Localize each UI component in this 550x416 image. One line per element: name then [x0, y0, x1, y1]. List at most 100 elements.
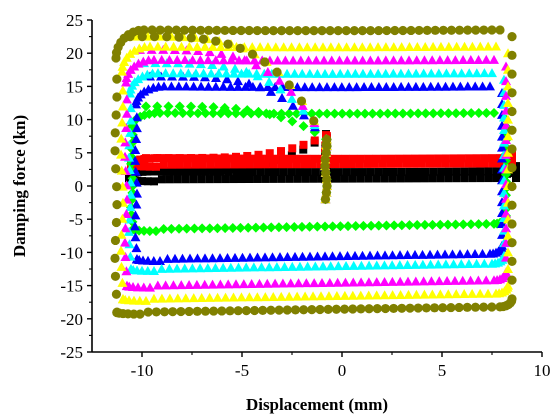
- data-point: [390, 25, 400, 36]
- data-point: [110, 271, 121, 281]
- data-point: [364, 304, 374, 314]
- data-point: [230, 63, 240, 73]
- data-point: [206, 68, 217, 78]
- data-point: [317, 174, 326, 183]
- data-point: [185, 253, 195, 263]
- data-point: [296, 221, 307, 232]
- data-point: [344, 82, 355, 92]
- data-point: [233, 76, 243, 86]
- data-point: [413, 167, 422, 176]
- data-point: [230, 252, 240, 262]
- data-point: [398, 25, 408, 36]
- data-point: [196, 293, 207, 303]
- data-point: [150, 177, 158, 186]
- data-point: [477, 248, 488, 258]
- data-point: [228, 25, 238, 36]
- data-point: [276, 291, 287, 301]
- data-point: [410, 81, 421, 91]
- data-point: [417, 249, 428, 259]
- data-point: [272, 55, 283, 65]
- data-point: [473, 275, 484, 285]
- data-point: [412, 42, 423, 52]
- data-point: [370, 159, 379, 168]
- data-point: [475, 41, 486, 51]
- data-point: [442, 55, 453, 65]
- data-point: [333, 261, 344, 271]
- data-point: [254, 278, 265, 288]
- data-point: [191, 279, 202, 289]
- data-point: [348, 304, 358, 314]
- data-point: [302, 42, 313, 52]
- data-point: [332, 277, 343, 287]
- data-point: [322, 174, 332, 184]
- data-point: [348, 277, 359, 287]
- data-point: [434, 55, 445, 65]
- data-point: [184, 306, 194, 317]
- data-point: [441, 68, 452, 78]
- data-point: [290, 251, 300, 261]
- data-point: [210, 263, 221, 273]
- data-point: [179, 263, 190, 273]
- data-point: [320, 221, 330, 232]
- data-point: [365, 55, 376, 65]
- data-point: [443, 108, 454, 119]
- data-point: [388, 68, 399, 78]
- data-point: [318, 42, 328, 52]
- data-point: [196, 167, 205, 176]
- data-point: [322, 181, 332, 191]
- data-point: [237, 252, 248, 262]
- data-point: [125, 103, 136, 113]
- data-point: [396, 220, 407, 231]
- data-point: [351, 82, 362, 92]
- data-point: [184, 279, 195, 289]
- data-point: [365, 68, 376, 78]
- data-point: [402, 260, 413, 270]
- data-point: [284, 80, 294, 90]
- data-point: [387, 260, 398, 270]
- data-point: [371, 260, 382, 270]
- data-point: [454, 302, 464, 313]
- data-point: [312, 68, 323, 78]
- data-point: [237, 175, 246, 184]
- data-point: [327, 68, 338, 78]
- data-point: [455, 249, 465, 259]
- data-point: [503, 114, 513, 124]
- data-point: [169, 167, 178, 176]
- data-point: [342, 251, 353, 261]
- data-point: [372, 154, 381, 163]
- data-point: [441, 154, 450, 163]
- data-point: [357, 26, 368, 36]
- data-point: [210, 81, 221, 91]
- data-point: [449, 68, 460, 78]
- data-point: [499, 125, 509, 135]
- data-point: [121, 123, 132, 133]
- data-point: [323, 291, 334, 301]
- data-point: [142, 154, 150, 163]
- data-point: [314, 108, 325, 119]
- data-point: [270, 278, 281, 288]
- data-point: [116, 133, 127, 143]
- data-point: [164, 54, 175, 64]
- data-point: [311, 168, 320, 177]
- data-point: [310, 261, 321, 271]
- data-point: [276, 112, 286, 123]
- data-point: [251, 60, 262, 70]
- data-point: [404, 42, 415, 52]
- data-point: [487, 25, 497, 35]
- data-point: [317, 26, 327, 36]
- data-point: [335, 68, 346, 78]
- data-point: [364, 260, 375, 270]
- data-point: [307, 305, 317, 315]
- data-point: [507, 163, 517, 173]
- data-point: [410, 276, 421, 286]
- data-point: [507, 200, 517, 210]
- data-point: [403, 276, 413, 286]
- data-point: [125, 115, 136, 125]
- data-point: [120, 223, 131, 233]
- data-point: [231, 279, 241, 289]
- data-point: [503, 280, 513, 290]
- data-point: [202, 154, 211, 163]
- data-point: [324, 277, 335, 287]
- data-point: [375, 108, 386, 119]
